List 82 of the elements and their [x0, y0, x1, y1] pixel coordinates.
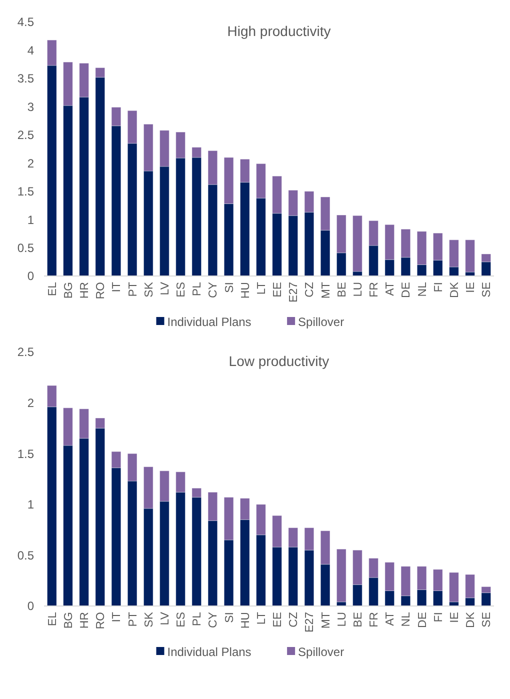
x-tick-label: EL — [46, 281, 59, 296]
bar — [465, 240, 475, 272]
x-tick-label: EE — [272, 282, 284, 298]
x-tick-label: IT — [111, 282, 124, 292]
x-tick-label: CZ — [304, 282, 316, 298]
x-tick-label: AT — [384, 282, 397, 296]
x-tick-label: CY — [208, 612, 220, 628]
x-tick-label: EL — [46, 611, 59, 626]
chart-title: Low productivity — [228, 353, 330, 369]
bar — [352, 215, 362, 272]
x-tick-label: CY — [208, 282, 220, 298]
x-tick-label: PT — [127, 282, 140, 297]
x-tick-label: FI — [432, 612, 445, 622]
x-tick-label: PT — [127, 612, 140, 627]
y-tick-label: 0 — [27, 599, 34, 614]
x-tick-label: HU — [240, 282, 252, 299]
legend-label: Spillover — [298, 315, 344, 330]
y-tick-label: 4.5 — [17, 15, 34, 30]
y-tick-label: 3 — [27, 100, 34, 114]
x-tick-label: SE — [481, 282, 494, 298]
x-tick-label: SI — [224, 612, 236, 623]
y-tick-label: 0 — [27, 269, 34, 284]
x-tick-label: DK — [465, 612, 478, 628]
x-tick-label: RO — [95, 282, 108, 300]
x-tick-label: HU — [240, 612, 252, 629]
x-tick-label: MT — [320, 282, 332, 299]
x-tick-label: MT — [320, 612, 332, 629]
legend-label: Spillover — [298, 645, 344, 660]
x-tick-label: LV — [159, 612, 172, 626]
x-tick-label: BG — [62, 612, 75, 629]
x-tick-label: E27 — [304, 612, 316, 632]
legend-label: Individual Plans — [167, 315, 252, 330]
x-tick-label: SK — [143, 612, 156, 628]
x-tick-label: NL — [400, 611, 413, 627]
y-tick-label: 1 — [27, 212, 34, 227]
x-tick-label: DE — [416, 612, 429, 628]
x-tick-label: IT — [111, 612, 124, 622]
x-tick-label: LU — [336, 612, 348, 627]
x-tick-label: ES — [176, 282, 188, 298]
y-tick-label: 1 — [27, 498, 34, 512]
y-tick-label: 4 — [27, 43, 34, 58]
x-tick-label: E27 — [288, 282, 300, 302]
y-tick-label: 2.5 — [17, 345, 34, 360]
x-tick-label: CZ — [288, 612, 300, 628]
x-tick-label: FR — [368, 282, 381, 298]
x-tick-label: BG — [62, 282, 75, 299]
x-tick-label: ES — [176, 612, 188, 628]
x-tick-label: NL — [416, 281, 429, 297]
x-tick-label: SE — [481, 612, 494, 628]
bar — [449, 572, 459, 602]
x-tick-label: HR — [79, 282, 92, 299]
y-tick-label: 2.5 — [17, 128, 34, 142]
legend-label: Individual Plans — [167, 645, 252, 660]
y-tick-label: 1.5 — [17, 446, 34, 461]
x-tick-label: BE — [336, 282, 348, 298]
x-tick-label: IE — [465, 282, 478, 293]
x-tick-label: LT — [256, 282, 268, 295]
x-tick-label: FR — [368, 612, 381, 628]
x-tick-label: BE — [352, 612, 364, 628]
bar — [336, 548, 346, 602]
x-tick-label: HR — [79, 612, 92, 629]
x-tick-label: LV — [159, 282, 172, 296]
x-tick-label: LU — [352, 282, 364, 297]
y-tick-label: 2 — [27, 156, 34, 170]
x-tick-label: FI — [432, 282, 445, 292]
chart-title: High productivity — [227, 23, 331, 39]
y-tick-label: 1.5 — [17, 184, 34, 199]
x-tick-label: AT — [384, 612, 397, 626]
x-tick-label: SI — [224, 282, 236, 293]
x-tick-label: RO — [95, 612, 108, 630]
x-tick-label: IE — [448, 612, 461, 623]
y-tick-label: 2 — [27, 396, 34, 410]
y-tick-label: 0.5 — [17, 240, 34, 255]
x-tick-label: DE — [400, 282, 413, 298]
y-tick-label: 0.5 — [17, 548, 34, 562]
x-tick-label: EE — [272, 612, 284, 628]
x-tick-label: PL — [192, 281, 204, 296]
x-tick-label: PL — [192, 611, 204, 626]
x-tick-label: SK — [143, 282, 156, 298]
y-tick-label: 3.5 — [17, 72, 34, 86]
x-tick-label: DK — [448, 282, 461, 298]
x-tick-label: LT — [256, 612, 268, 625]
